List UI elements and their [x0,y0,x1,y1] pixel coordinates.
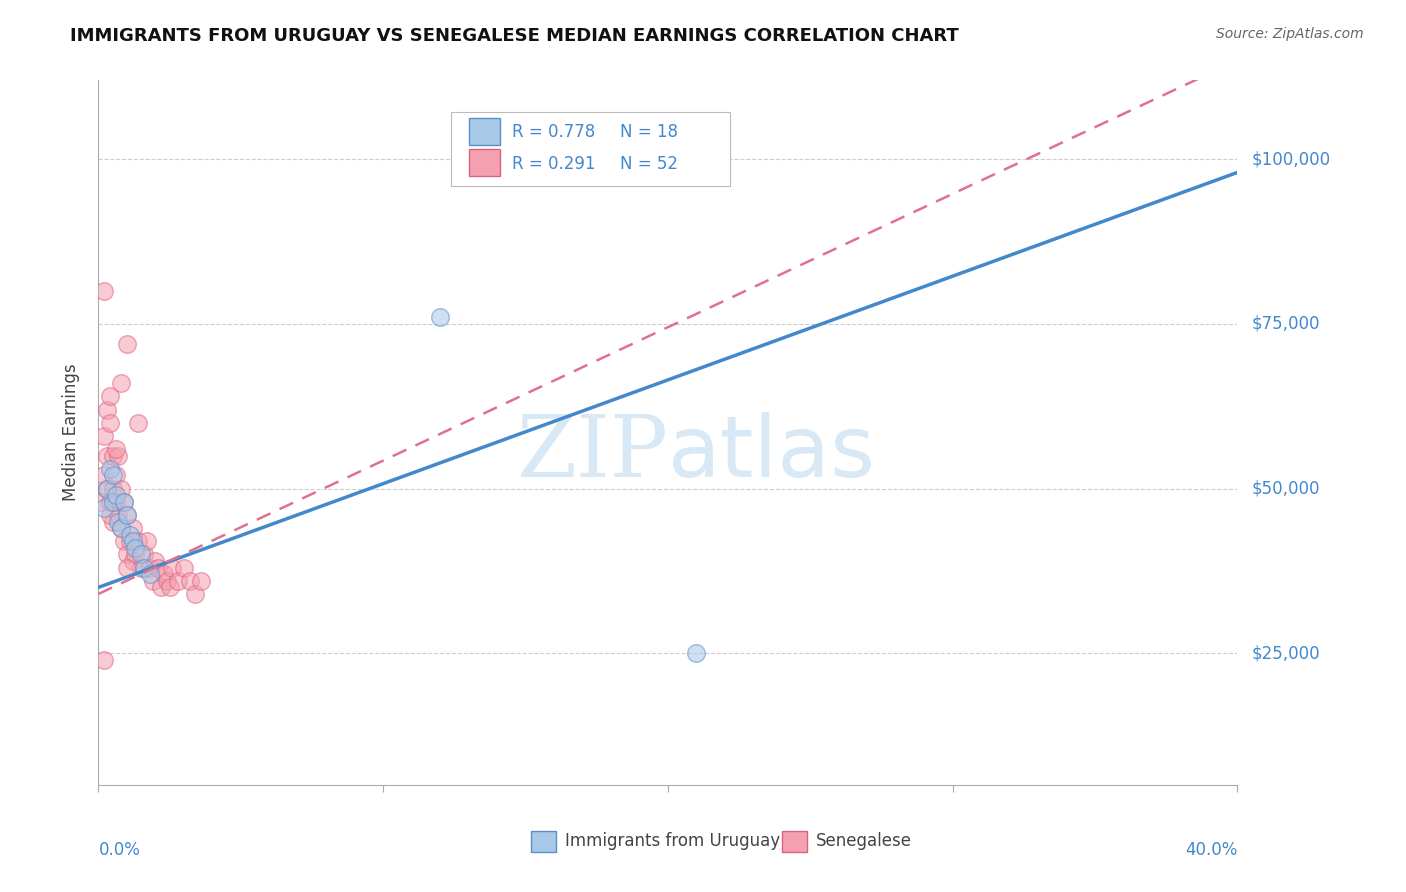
Point [93,653,115,667]
Text: IMMIGRANTS FROM URUGUAY VS SENEGALESE MEDIAN EARNINGS CORRELATION CHART: IMMIGRANTS FROM URUGUAY VS SENEGALESE ME… [70,27,959,45]
Point [96,482,118,496]
Point [98,416,121,430]
Text: $50,000: $50,000 [1251,480,1320,498]
Point [107,508,129,522]
Point [93,468,115,483]
Point [104,468,127,483]
Point [110,482,132,496]
Text: Senegalese: Senegalese [815,832,912,850]
Point [115,548,138,562]
Point [145,554,167,568]
Point [101,482,124,496]
Point [159,581,181,595]
Point [101,468,124,483]
Point [132,560,155,574]
Point [96,402,118,417]
Text: Immigrants from Uruguay: Immigrants from Uruguay [565,832,780,850]
Text: 40.0%: 40.0% [1185,841,1237,859]
Point [135,534,157,549]
Point [429,310,451,325]
Point [110,521,132,535]
Point [96,449,118,463]
Point [121,521,143,535]
Point [173,560,195,574]
Text: Source: ZipAtlas.com: Source: ZipAtlas.com [1216,27,1364,41]
Point [112,495,135,509]
Point [167,574,190,588]
Text: N = 18: N = 18 [620,123,678,141]
Point [107,449,129,463]
Point [101,449,124,463]
Y-axis label: Median Earnings: Median Earnings [62,364,80,501]
Point [101,515,124,529]
Point [138,560,160,574]
Point [98,495,121,509]
Point [115,508,138,522]
Point [110,376,132,391]
Point [98,508,121,522]
Point [141,574,163,588]
Point [148,560,170,574]
Bar [468,149,501,176]
Point [184,587,207,601]
Point [162,560,184,574]
Point [121,554,143,568]
Bar [531,830,557,852]
Point [101,495,124,509]
Point [129,560,152,574]
Point [112,534,135,549]
Point [104,442,127,456]
Point [685,646,707,660]
Point [124,541,146,555]
Point [112,495,135,509]
Point [118,534,141,549]
Point [104,495,127,509]
Point [107,515,129,529]
Point [156,574,179,588]
Bar [782,830,807,852]
Point [93,284,115,298]
Text: atlas: atlas [668,412,876,495]
Point [93,429,115,443]
Point [190,574,212,588]
Point [93,501,115,516]
Point [104,488,127,502]
Bar [468,119,501,145]
FancyBboxPatch shape [451,112,731,186]
Point [179,574,201,588]
Point [121,534,143,549]
Point [98,462,121,476]
Point [90,495,112,509]
Point [124,548,146,562]
Point [115,508,138,522]
Point [129,548,152,562]
Point [132,548,155,562]
Point [127,534,149,549]
Text: R = 0.778: R = 0.778 [512,123,595,141]
Point [115,336,138,351]
Text: R = 0.291: R = 0.291 [512,154,595,173]
Text: ZIP: ZIP [516,412,668,495]
Point [98,389,121,403]
Point [115,560,138,574]
Text: N = 52: N = 52 [620,154,678,173]
Point [127,416,149,430]
Text: $75,000: $75,000 [1251,315,1320,333]
Point [118,527,141,541]
Point [96,482,118,496]
Point [153,567,176,582]
Text: $100,000: $100,000 [1251,151,1330,169]
Point [110,521,132,535]
Text: 0.0%: 0.0% [98,841,141,859]
Point [150,581,173,595]
Text: $25,000: $25,000 [1251,644,1320,662]
Point [138,567,160,582]
